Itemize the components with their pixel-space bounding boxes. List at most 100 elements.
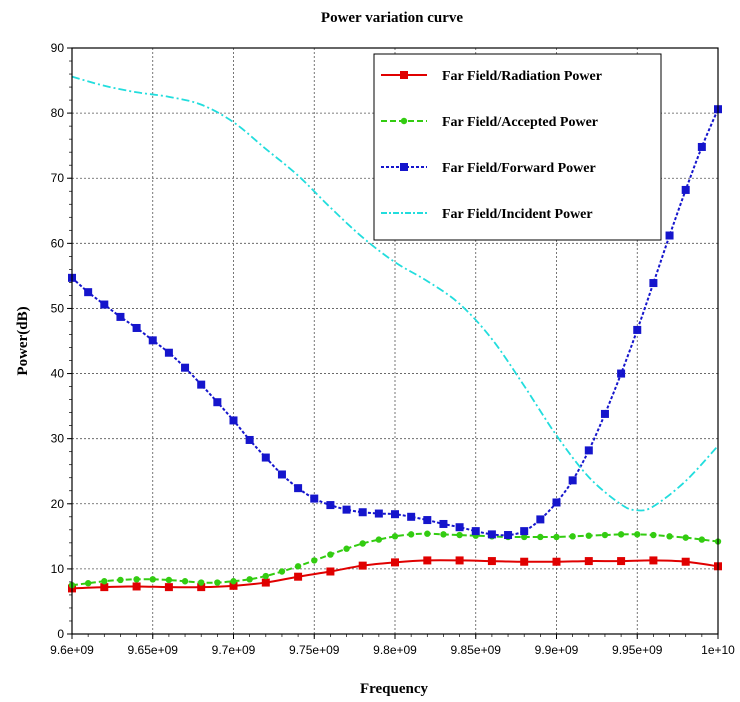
data-point <box>261 578 270 587</box>
data-point <box>553 533 560 541</box>
legend-marker <box>400 117 408 125</box>
data-point <box>650 531 657 539</box>
data-point <box>374 509 383 518</box>
data-point <box>358 561 367 570</box>
data-point <box>278 568 286 575</box>
y-tick-label: 60 <box>51 236 65 250</box>
data-point <box>584 557 593 566</box>
data-point <box>149 576 156 583</box>
data-point <box>666 533 673 540</box>
data-point <box>682 534 689 541</box>
x-tick-label: 9.6e+09 <box>50 643 94 657</box>
data-point <box>198 579 205 586</box>
data-point <box>634 531 641 538</box>
data-point <box>84 580 92 587</box>
data-point <box>455 523 464 532</box>
x-tick-label: 9.75e+09 <box>289 643 340 657</box>
chart-title: Power variation curve <box>321 10 464 26</box>
y-tick-label: 0 <box>57 627 64 641</box>
data-point <box>165 576 173 584</box>
data-point <box>424 530 431 537</box>
data-point <box>197 583 206 592</box>
data-point <box>600 409 609 418</box>
data-point <box>698 536 706 543</box>
y-tick-label: 30 <box>51 432 65 446</box>
legend-entry-4: Far Field/Incident Power <box>381 207 593 222</box>
legend-label: Far Field/Radiation Power <box>442 69 602 84</box>
data-point <box>359 540 366 547</box>
data-point <box>262 572 269 580</box>
data-point <box>229 416 238 425</box>
data-point <box>537 533 544 541</box>
data-point <box>132 582 141 591</box>
legend-entry-3: Far Field/Forward Power <box>381 161 596 176</box>
data-point <box>569 533 576 540</box>
x-tick-label: 1e+10 <box>701 643 735 657</box>
data-point <box>343 545 350 552</box>
data-point <box>665 231 674 240</box>
data-point <box>585 532 592 539</box>
y-tick-label: 40 <box>51 367 65 381</box>
data-point <box>342 505 351 514</box>
data-point <box>440 531 447 538</box>
x-tick-label: 9.85e+09 <box>451 643 502 657</box>
series-line <box>71 75 719 512</box>
data-point <box>617 557 626 566</box>
data-point <box>568 476 577 485</box>
data-point <box>181 363 190 372</box>
series-line <box>71 532 719 587</box>
series-4 <box>71 75 719 512</box>
data-point <box>552 557 561 566</box>
data-point <box>100 583 109 592</box>
legend-label: Far Field/Forward Power <box>442 161 596 176</box>
data-point <box>697 142 706 151</box>
data-point <box>116 312 125 321</box>
data-point <box>617 531 625 538</box>
data-point <box>197 380 206 389</box>
x-tick-label: 9.8e+09 <box>373 643 417 657</box>
legend-marker <box>400 163 408 171</box>
data-point <box>261 453 270 462</box>
data-point <box>584 446 593 455</box>
series-layer <box>68 75 722 593</box>
data-point <box>294 484 303 493</box>
data-point <box>245 435 254 444</box>
x-tick-label: 9.95e+09 <box>612 643 663 657</box>
data-point <box>455 556 464 565</box>
data-point <box>520 527 529 536</box>
axis-ticks: 9.6e+09 9.65e+09 9.7e+09 9.75e+09 9.8e+09 9.8… <box>50 41 735 657</box>
y-tick-label: 80 <box>51 106 65 120</box>
x-axis-label: Frequency <box>360 681 429 697</box>
data-point <box>101 578 108 585</box>
data-point <box>181 578 189 585</box>
legend-label: Far Field/Accepted Power <box>442 115 598 130</box>
data-point <box>407 512 416 521</box>
data-point <box>358 508 367 517</box>
legend-label: Far Field/Incident Power <box>442 207 593 222</box>
data-point <box>552 498 561 507</box>
data-point <box>294 563 302 570</box>
data-point <box>100 300 109 309</box>
y-tick-label: 90 <box>51 41 65 55</box>
data-point <box>456 531 463 539</box>
data-point <box>487 557 496 566</box>
data-point <box>520 557 529 566</box>
data-point <box>649 556 658 565</box>
data-point <box>471 527 480 536</box>
legend-marker <box>400 71 408 79</box>
data-point <box>536 515 545 524</box>
data-point <box>521 533 528 541</box>
data-point <box>391 558 399 567</box>
data-point <box>214 579 221 586</box>
data-point <box>633 325 642 334</box>
data-point <box>133 576 140 583</box>
data-point <box>326 501 335 510</box>
data-point <box>504 531 513 540</box>
data-point <box>681 557 690 566</box>
data-point <box>148 336 157 345</box>
legend: Far Field/Radiation Power Far Field/Accep… <box>373 53 662 241</box>
data-point <box>391 510 399 519</box>
y-tick-label: 50 <box>51 301 65 315</box>
x-tick-label: 9.9e+09 <box>535 643 579 657</box>
